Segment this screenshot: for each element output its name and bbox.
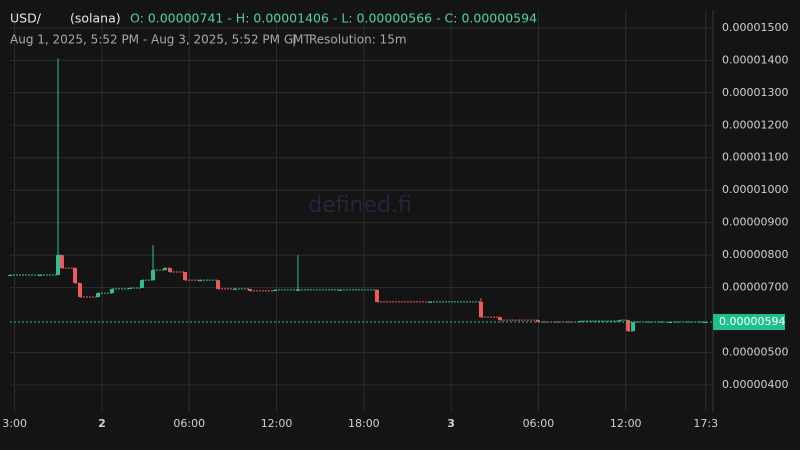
watermark: defined.fi [308, 193, 412, 218]
x-tick-label: 06:00 [173, 417, 205, 430]
candle-body [59, 255, 64, 269]
y-tick-label: 0.00000800 [722, 248, 788, 261]
candle-body [337, 289, 342, 291]
candle-body [151, 270, 156, 281]
candle-body [498, 317, 503, 321]
x-tick-label: 12:00 [610, 417, 642, 430]
x-tick-label: 2 [98, 417, 106, 430]
separator: | [292, 33, 296, 47]
candle-body [162, 268, 167, 271]
y-tick-label: 0.00001200 [722, 118, 788, 131]
pair: USD/ [10, 11, 42, 26]
y-tick-label: 0.00000400 [722, 378, 788, 391]
candle-body [247, 288, 252, 291]
resolution: Resolution: 15m [309, 33, 407, 47]
candle-body [374, 289, 379, 302]
candle-body [630, 322, 635, 332]
candle-body [198, 280, 203, 282]
x-tick-label: 3 [447, 417, 455, 430]
candle-body [272, 289, 277, 291]
candle-body [478, 301, 483, 318]
candle-body [667, 322, 672, 324]
candle-body [139, 280, 144, 288]
candle-body [295, 289, 300, 291]
y-tick-label: 0.00000500 [722, 346, 788, 359]
candle-body [232, 288, 237, 290]
candle-body [428, 301, 433, 303]
ohlc-summary: O: 0.00000741 - H: 0.00001406 - L: 0.000… [130, 11, 537, 26]
marks [8, 58, 708, 332]
y-tick-label: 0.00001100 [722, 151, 788, 164]
last-price-tag [713, 314, 785, 331]
y-tick-label: 0.00001300 [722, 86, 788, 99]
y-tick-label: 0.00000900 [722, 216, 788, 229]
candle-body [216, 280, 221, 289]
range: Aug 1, 2025, 5:52 PM - Aug 3, 2025, 5:52… [10, 33, 311, 47]
grid [10, 10, 712, 412]
candle-body [56, 255, 61, 275]
candle-body [168, 268, 173, 273]
network: (solana) [70, 11, 121, 26]
y-tick-label: 0.00001400 [722, 53, 788, 66]
candle-body [578, 321, 583, 323]
y-tick-label: 0.00001000 [722, 183, 788, 196]
candle-body [617, 320, 622, 322]
x-tick-label: 17:3 [693, 417, 718, 430]
x-tick-label: 3:00 [2, 417, 27, 430]
candle-body [183, 272, 188, 281]
y-tick-label: 0.00000700 [722, 281, 788, 294]
y-tick-label: 0.00001500 [722, 21, 788, 34]
x-tick-label: 18:00 [348, 417, 380, 430]
candle-body [535, 320, 540, 323]
last-price-label: 0.00000594 [719, 315, 785, 328]
candle-body [626, 320, 631, 332]
candle-body [37, 274, 42, 276]
x-tick-label: 12:00 [261, 417, 293, 430]
candle-body [128, 287, 133, 289]
candle-body [109, 288, 114, 294]
candle-body [73, 268, 78, 284]
candle-body [8, 274, 12, 276]
candle-body [703, 322, 708, 324]
x-tick-label: 06:00 [523, 417, 555, 430]
candle-body [77, 283, 82, 298]
candle-body [96, 293, 101, 298]
